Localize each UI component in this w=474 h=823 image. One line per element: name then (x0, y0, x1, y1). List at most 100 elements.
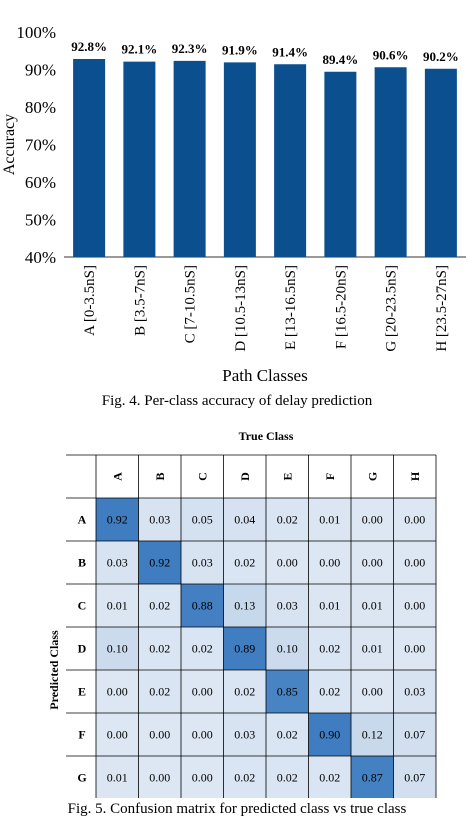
matrix-cell (393, 541, 436, 584)
x-tick-label: F [16.5-20nS] (333, 265, 349, 349)
matrix-cell (393, 756, 436, 798)
matrix-cell (96, 584, 139, 627)
matrix-cell (138, 541, 181, 584)
bar (123, 61, 156, 257)
cell-value: 0.02 (192, 642, 213, 656)
x-tick-label: A [0-3.5nS] (82, 265, 98, 336)
column-header: B (153, 472, 167, 480)
cell-value: 0.01 (319, 513, 340, 527)
cell-value: 0.02 (319, 642, 340, 656)
matrix-cell (393, 584, 436, 627)
cell-value: 0.02 (149, 685, 170, 699)
cell-value: 0.03 (192, 556, 213, 570)
matrix-cell (308, 756, 351, 798)
cell-value: 0.10 (277, 642, 298, 656)
matrix-cell (96, 670, 139, 713)
matrix-cell (351, 627, 394, 670)
matrix-cell (266, 627, 309, 670)
y-axis-label: Accuracy (1, 114, 18, 175)
bar (173, 60, 206, 257)
y-tick-label: 100% (16, 23, 56, 42)
matrix-cell (308, 713, 351, 756)
matrix-cell (181, 541, 224, 584)
matrix-cell (181, 627, 224, 670)
matrix-cell (351, 756, 394, 798)
matrix-cell (138, 498, 181, 541)
cell-value: 0.07 (404, 771, 425, 785)
matrix-cell (181, 713, 224, 756)
cell-value: 0.02 (234, 556, 255, 570)
column-header: F (323, 473, 337, 480)
matrix-cell (181, 498, 224, 541)
matrix-cell (393, 498, 436, 541)
x-tick-label: B [3.5-7nS] (132, 265, 148, 336)
cell-value: 0.00 (277, 556, 298, 570)
cell-value: 0.00 (149, 771, 170, 785)
matrix-title: True Class (239, 429, 294, 443)
bar (274, 64, 307, 257)
matrix-cell (96, 541, 139, 584)
column-header: H (408, 471, 422, 481)
cell-value: 0.01 (107, 771, 128, 785)
y-tick-label: 40% (25, 248, 56, 267)
cell-value: 0.01 (362, 599, 383, 613)
matrix-cell (138, 713, 181, 756)
matrix-cell (96, 756, 139, 798)
cell-value: 0.92 (107, 513, 128, 527)
x-tick-label: E [13-16.5nS] (283, 265, 299, 350)
x-tick-label: C [7-10.5nS] (183, 265, 199, 343)
bar (223, 62, 256, 257)
matrix-cell (308, 670, 351, 713)
matrix-cell (181, 670, 224, 713)
bar (374, 67, 407, 257)
bar-chart: 40% 50% 60% 70% 80% 90% 100% Accuracy 92.8% A [0-… (1, 23, 466, 385)
x-axis-label: Path Classes (222, 366, 307, 385)
x-tick-label: D [10.5-13nS] (233, 265, 249, 352)
matrix-cell (308, 541, 351, 584)
cell-value: 0.02 (319, 685, 340, 699)
matrix-cell (181, 584, 224, 627)
matrix-cell (393, 627, 436, 670)
cell-value: 0.89 (234, 642, 255, 656)
cell-value: 0.00 (192, 771, 213, 785)
cell-value: 0.00 (149, 728, 170, 742)
cell-value: 0.00 (319, 556, 340, 570)
cell-value: 0.02 (234, 771, 255, 785)
column-header: E (280, 472, 294, 480)
matrix-cell (266, 756, 309, 798)
bar (73, 59, 106, 257)
matrix-cell (266, 541, 309, 584)
cell-value: 0.00 (192, 685, 213, 699)
cell-value: 0.03 (277, 599, 298, 613)
matrix-cell (138, 670, 181, 713)
bar-data-label: 92.1% (122, 42, 158, 57)
y-tick-label: 70% (25, 136, 56, 155)
cell-value: 0.92 (149, 556, 170, 570)
bar-data-label: 91.9% (222, 42, 258, 57)
cell-value: 0.90 (319, 728, 340, 742)
bar-data-label: 92.8% (71, 39, 107, 54)
matrix-cell (266, 498, 309, 541)
row-header: F (78, 728, 85, 742)
cell-value: 0.00 (404, 556, 425, 570)
y-tick-label: 60% (25, 173, 56, 192)
confusion-matrix: True Class Predicted Class A B C D E F G H A 0.92 0.… (47, 429, 437, 798)
matrix-cell (393, 713, 436, 756)
row-header: E (78, 685, 86, 699)
cell-value: 0.00 (362, 513, 383, 527)
cell-value: 0.10 (107, 642, 128, 656)
x-tick-label: H [23.5-27nS] (434, 265, 450, 352)
bar-data-label: 92.3% (172, 41, 208, 56)
figure-4-caption: Fig. 4. Per-class accuracy of delay pred… (101, 393, 373, 409)
cell-value: 0.05 (192, 513, 213, 527)
matrix-cell (181, 756, 224, 798)
column-header: G (365, 472, 379, 481)
matrix-cell (138, 756, 181, 798)
matrix-row-axis-label: Predicted Class (47, 630, 61, 710)
cell-value: 0.88 (192, 599, 213, 613)
matrix-cell (223, 584, 266, 627)
matrix-cell (351, 584, 394, 627)
matrix-cell (351, 498, 394, 541)
cell-value: 0.03 (149, 513, 170, 527)
row-header: G (77, 771, 86, 785)
